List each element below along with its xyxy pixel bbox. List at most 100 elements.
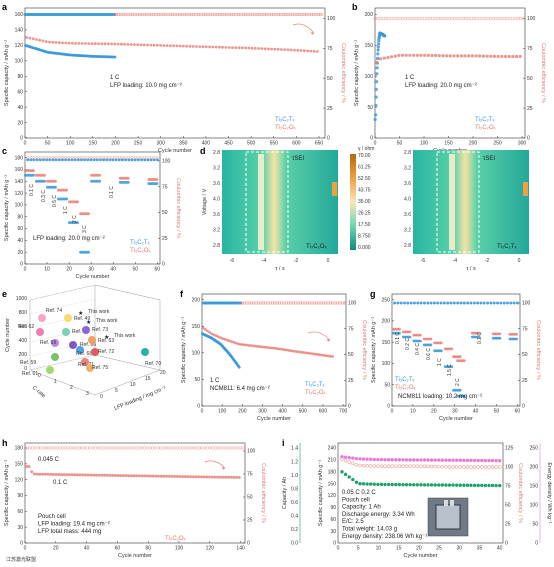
ce-point-tc: [264, 301, 268, 305]
note-rate: 1 C: [110, 75, 120, 81]
ce-point-ti: [442, 301, 446, 305]
data-point-i-1: [429, 464, 434, 469]
data-point-i-0: [401, 482, 405, 487]
data-point-h-0: [57, 473, 61, 476]
info-line: 0.05 C 0.2 C: [342, 490, 376, 496]
data-point-i-1: [361, 463, 366, 468]
data-point-i-0: [483, 483, 488, 488]
data-point-h-0: [183, 475, 187, 479]
ce-point-tc: [251, 301, 255, 305]
axis-frame: [94, 369, 161, 396]
ce-point-tc: [188, 12, 192, 16]
data-point-b-1: [500, 54, 504, 59]
ce-point-tc: [401, 16, 405, 20]
data-point-a-1: [90, 42, 94, 45]
data-point-i-0: [429, 483, 434, 487]
ce-point-tc: [329, 301, 333, 305]
panel-label: c: [2, 146, 7, 156]
ce-point-tc: [130, 156, 134, 160]
ref-bubble: [51, 353, 59, 361]
ce-point-tc: [339, 301, 343, 305]
data-point-a-1: [149, 43, 153, 47]
ce-point-tc: [35, 156, 39, 160]
data-point-i-2: [454, 458, 459, 463]
data-point-h-0: [156, 474, 160, 478]
data-point-c-1: [53, 179, 57, 183]
ce-point-tc: [259, 12, 263, 16]
data-point-i-2: [426, 458, 430, 462]
data-point-c-0: [155, 182, 159, 186]
data-point-i-2: [383, 457, 387, 462]
data-point-a-1: [276, 47, 280, 51]
data-point-a-1: [293, 48, 296, 52]
data-point-i-1: [476, 465, 480, 469]
data-point-f-1: [269, 346, 273, 350]
x-tick-label: 35: [477, 546, 483, 552]
data-point-i-2: [422, 458, 427, 462]
data-point-h-0: [130, 474, 133, 478]
data-point-a-1: [116, 42, 120, 46]
legend-entry: Ti₃C₂Tₓ: [305, 382, 325, 388]
ce-point-tc: [186, 446, 190, 450]
data-point-a-1: [263, 47, 267, 51]
x-tick-label: 40: [84, 546, 90, 552]
y-tick-label: 100: [365, 74, 374, 80]
data-point-f-1: [217, 335, 220, 339]
data-point-h-0: [94, 473, 98, 477]
ce-point-ti: [29, 158, 33, 162]
data-point-i-0: [490, 483, 495, 488]
ce-point-tc: [146, 12, 150, 16]
data-point-h-0: [76, 473, 80, 477]
plot-frame: [24, 7, 326, 139]
ce-point-tc: [214, 12, 218, 16]
legend-entry: Ti₃C₂Tₓ: [475, 117, 495, 123]
data-point-h-0: [30, 470, 34, 474]
ce-point-tc: [277, 12, 281, 16]
ce-point-tc: [467, 16, 471, 20]
x-tick-label: -4: [262, 258, 267, 264]
ce-point-tc: [66, 446, 70, 450]
x-tick-label: 30: [456, 546, 462, 552]
data-point-h-0: [35, 472, 39, 476]
data-point-i-2: [462, 458, 466, 463]
y2-tick-label: 75: [348, 326, 354, 332]
ce-point-tc: [115, 12, 119, 16]
ce-point-tc: [181, 446, 185, 450]
ce-point-tc: [137, 12, 141, 16]
info-line: LFP total mass: 444 mg: [38, 529, 101, 535]
ce-point-tc: [164, 446, 168, 450]
data-point-b-1: [463, 54, 467, 58]
ce-point-tc: [299, 301, 303, 305]
ce-point-tc: [196, 12, 200, 16]
data-point-g-1: [498, 332, 502, 336]
ce-point-tc: [318, 12, 322, 16]
capacity-tick: 1.2: [291, 459, 298, 465]
data-point-h-0: [227, 475, 230, 479]
capacity-tick: 0.6: [291, 500, 298, 506]
data-point-i-2: [397, 458, 402, 462]
ce-point-tc: [177, 12, 181, 16]
rate-label: 0.2 C: [405, 338, 411, 350]
y-tick-label: 3.2: [404, 228, 411, 234]
info-line: E/C: 2.5: [342, 519, 364, 525]
ce-point-tc: [192, 446, 196, 450]
ce-point-tc: [183, 446, 187, 450]
ce-point-ti: [143, 158, 147, 162]
data-point-b-0: [373, 117, 377, 122]
data-point-a-1: [227, 46, 231, 49]
ref-bubble: [38, 314, 46, 322]
data-point-b-1: [467, 54, 471, 58]
ce-point-tc: [311, 12, 315, 16]
y-tick-label: 150: [382, 340, 391, 346]
data-point-i-1: [351, 461, 355, 466]
data-point-b-1: [434, 53, 438, 58]
ce-point-tc: [126, 446, 130, 450]
data-point-a-1: [283, 48, 287, 51]
data-point-b-1: [426, 53, 430, 58]
ce-point-tc: [434, 16, 438, 20]
y-tick-label: 160: [15, 12, 24, 18]
data-point-h-0: [210, 475, 214, 479]
ce-point-tc: [390, 16, 394, 20]
ce-point-tc: [417, 16, 421, 20]
ce-point-tc: [42, 446, 46, 450]
